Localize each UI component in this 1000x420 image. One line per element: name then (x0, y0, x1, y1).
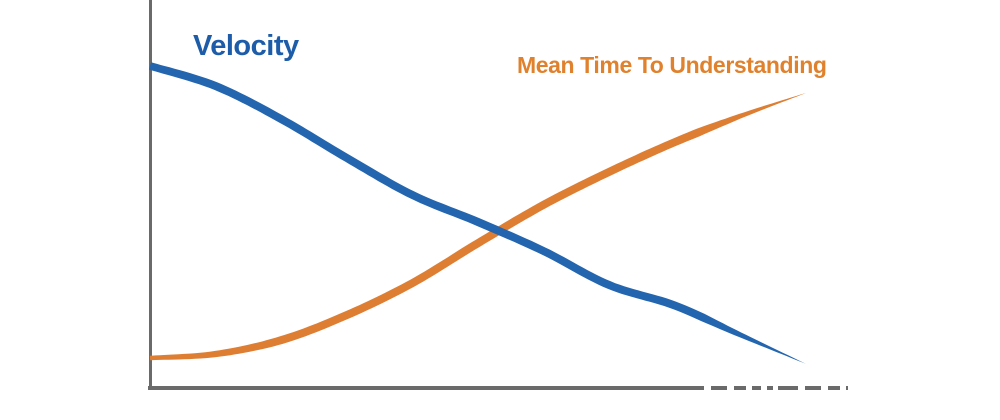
mean-time-to-understanding-curve (149, 93, 806, 361)
velocity-curve (148, 62, 806, 364)
series-label-mean-time-to-understanding: Mean Time To Understanding (517, 52, 827, 78)
series-label-velocity: Velocity (193, 30, 299, 62)
